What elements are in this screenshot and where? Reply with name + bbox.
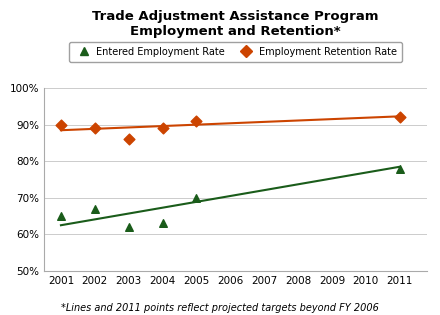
Point <box>396 115 403 120</box>
Point <box>57 214 64 219</box>
Point <box>396 166 403 171</box>
Title: Trade Adjustment Assistance Program
Employment and Retention*: Trade Adjustment Assistance Program Empl… <box>92 10 379 38</box>
Point <box>125 137 132 142</box>
Point <box>159 126 166 131</box>
Point <box>193 118 200 123</box>
Point <box>91 206 98 211</box>
Text: *Lines and 2011 points reflect projected targets beyond FY 2006: *Lines and 2011 points reflect projected… <box>61 303 379 313</box>
Point <box>57 122 64 127</box>
Legend: Entered Employment Rate, Employment Retention Rate: Entered Employment Rate, Employment Rete… <box>69 42 402 62</box>
Point <box>125 225 132 230</box>
Point <box>159 221 166 226</box>
Point <box>193 195 200 200</box>
Point <box>91 126 98 131</box>
